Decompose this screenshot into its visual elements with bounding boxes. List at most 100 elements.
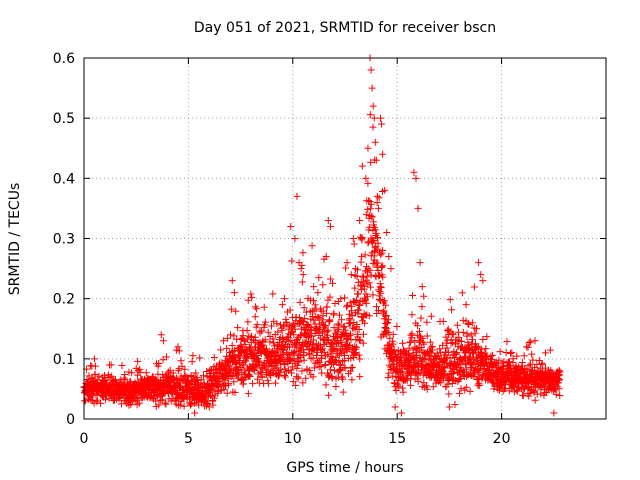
data-point: [379, 246, 387, 254]
data-point: [220, 337, 228, 345]
data-point: [181, 365, 189, 373]
data-point: [347, 364, 355, 372]
data-point: [365, 197, 373, 205]
data-point: [254, 375, 262, 383]
data-point: [281, 365, 289, 373]
x-axis-label: GPS time / hours: [286, 460, 403, 476]
data-point: [366, 198, 374, 206]
data-point: [370, 236, 378, 244]
data-point: [357, 286, 365, 294]
data-point: [352, 343, 360, 351]
data-point: [342, 264, 350, 272]
data-point: [420, 340, 428, 348]
data-point: [127, 400, 135, 408]
data-point: [209, 401, 217, 409]
data-point: [393, 322, 401, 330]
data-point: [306, 339, 314, 347]
data-point: [292, 381, 300, 389]
data-point: [361, 251, 369, 259]
data-point: [457, 337, 465, 345]
data-point: [253, 352, 261, 360]
x-tick-label: 0: [80, 431, 89, 447]
data-point: [331, 300, 339, 308]
data-point: [328, 373, 336, 381]
data-point: [245, 372, 253, 380]
data-point: [385, 361, 393, 369]
data-point: [388, 337, 396, 345]
data-point: [234, 374, 242, 382]
data-point: [326, 366, 334, 374]
data-point: [284, 350, 292, 358]
data-point: [309, 373, 317, 381]
data-point: [339, 357, 347, 365]
data-point: [97, 399, 105, 407]
data-point: [399, 388, 407, 396]
data-point: [362, 210, 370, 218]
data-point: [464, 320, 472, 328]
data-point: [389, 330, 397, 338]
data-point: [192, 369, 200, 377]
data-point: [223, 344, 231, 352]
data-point: [377, 251, 385, 259]
data-point: [295, 357, 303, 365]
data-point: [366, 283, 374, 291]
data-point: [330, 324, 338, 332]
data-point: [91, 362, 99, 370]
data-point: [159, 356, 167, 364]
data-point: [360, 285, 368, 293]
data-point: [300, 304, 308, 312]
data-point: [288, 257, 296, 265]
data-point: [311, 301, 319, 309]
data-point: [384, 316, 392, 324]
data-point: [378, 263, 386, 271]
data-point: [248, 332, 256, 340]
data-point: [264, 352, 272, 360]
data-point: [383, 327, 391, 335]
data-point: [351, 284, 359, 292]
data-point: [355, 326, 363, 334]
data-point: [228, 341, 236, 349]
data-point: [190, 399, 198, 407]
data-point: [319, 345, 327, 353]
data-point: [251, 366, 259, 374]
data-point: [374, 239, 382, 247]
data-point: [273, 320, 281, 328]
data-point: [249, 380, 257, 388]
data-point: [258, 373, 266, 381]
data-point: [301, 315, 309, 323]
data-point: [384, 374, 392, 382]
data-point: [354, 333, 362, 341]
data-point: [162, 400, 170, 408]
data-point: [296, 298, 304, 306]
data-point: [188, 358, 196, 366]
data-point: [406, 381, 414, 389]
data-point: [453, 349, 461, 357]
data-point: [353, 296, 361, 304]
data-point: [355, 336, 363, 344]
data-point: [367, 158, 375, 166]
data-point: [459, 368, 467, 376]
data-point: [372, 303, 380, 311]
data-point: [439, 341, 447, 349]
data-point: [431, 353, 439, 361]
data-point: [426, 338, 434, 346]
data-point: [243, 335, 251, 343]
data-point: [225, 380, 233, 388]
data-point: [422, 382, 430, 390]
data-point: [458, 289, 466, 297]
data-point: [238, 343, 246, 351]
data-point: [339, 375, 347, 383]
data-point: [274, 328, 282, 336]
data-point: [294, 361, 302, 369]
data-point: [269, 290, 277, 298]
data-point: [427, 312, 435, 320]
data-point: [307, 332, 315, 340]
data-point: [335, 366, 343, 374]
data-point: [372, 230, 380, 238]
data-point: [377, 284, 385, 292]
data-point: [451, 353, 459, 361]
data-point: [408, 311, 416, 319]
data-point: [248, 294, 256, 302]
data-point: [335, 311, 343, 319]
data-point: [414, 377, 422, 385]
